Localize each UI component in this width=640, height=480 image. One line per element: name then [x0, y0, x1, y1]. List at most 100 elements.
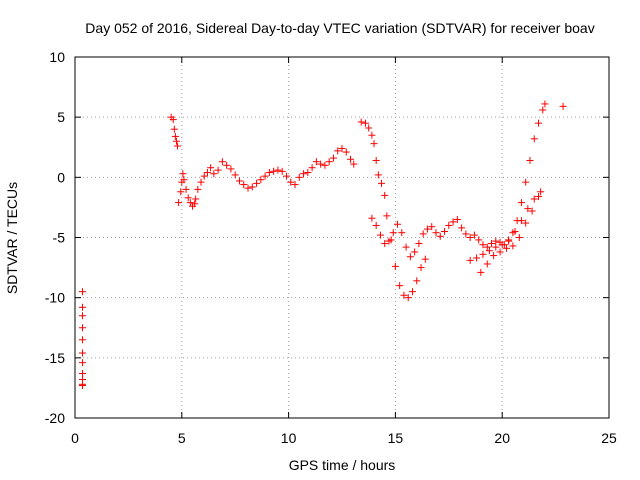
data-point	[253, 179, 261, 187]
data-point	[78, 303, 86, 311]
data-point	[406, 253, 414, 261]
data-point	[244, 184, 252, 192]
data-point	[475, 236, 483, 244]
data-point	[391, 262, 399, 270]
data-points	[78, 100, 567, 390]
x-tick-label: 5	[178, 430, 186, 446]
data-point	[214, 166, 222, 174]
data-point	[186, 199, 194, 207]
data-point	[530, 195, 538, 203]
data-point	[170, 125, 178, 133]
data-point	[539, 106, 547, 114]
data-point	[368, 214, 376, 222]
data-point	[184, 194, 192, 202]
data-point	[541, 100, 549, 108]
data-point	[498, 241, 506, 249]
data-point	[530, 135, 538, 143]
data-point	[372, 221, 380, 229]
data-point	[398, 229, 406, 237]
data-point	[227, 165, 235, 173]
data-point	[511, 227, 519, 235]
x-tick-label: 20	[494, 430, 510, 446]
data-point	[257, 176, 265, 184]
data-point	[473, 254, 481, 262]
y-tick-labels: -20 -15 -10 -5 0 5 10	[45, 49, 65, 426]
data-point	[278, 167, 286, 175]
data-point	[449, 218, 457, 226]
data-point	[535, 119, 543, 127]
x-tick-label: 10	[281, 430, 297, 446]
data-point	[492, 243, 500, 251]
data-point	[361, 119, 369, 127]
data-point	[517, 217, 525, 225]
data-point	[466, 234, 474, 241]
data-point	[357, 118, 365, 126]
data-point	[78, 369, 86, 377]
data-point	[175, 199, 183, 207]
data-point	[261, 172, 269, 180]
data-point	[479, 241, 487, 249]
data-point	[492, 237, 500, 245]
data-point	[169, 116, 177, 124]
data-point	[376, 231, 384, 239]
data-point	[509, 242, 517, 250]
data-point	[413, 277, 421, 285]
data-point	[191, 200, 199, 208]
data-point	[374, 171, 382, 179]
data-point	[385, 237, 393, 245]
y-tick-label: 10	[49, 49, 65, 65]
y-tick-label: -20	[45, 410, 65, 426]
data-point	[78, 288, 86, 296]
data-point	[300, 170, 308, 178]
data-point	[334, 147, 342, 155]
data-point	[308, 164, 316, 172]
data-point	[423, 225, 431, 233]
data-point	[394, 220, 402, 228]
data-point	[368, 131, 376, 139]
data-point	[347, 155, 355, 163]
data-point	[210, 170, 218, 178]
data-point	[78, 336, 86, 344]
data-point	[470, 231, 478, 239]
data-point	[78, 349, 86, 357]
y-tick-label: -15	[45, 350, 65, 366]
data-point	[411, 248, 419, 256]
data-point	[329, 154, 337, 162]
data-point	[408, 288, 416, 296]
data-point	[231, 171, 239, 179]
data-point	[383, 212, 391, 220]
x-tick-label: 25	[601, 430, 617, 446]
data-point	[488, 240, 496, 248]
data-point	[325, 158, 333, 166]
data-point	[537, 188, 545, 196]
data-point	[200, 172, 208, 180]
data-point	[496, 248, 504, 256]
y-tick-label: -5	[53, 230, 66, 246]
data-point	[485, 247, 493, 255]
x-tick-label: 15	[388, 430, 404, 446]
axis-ticks	[74, 56, 610, 419]
data-point	[483, 243, 491, 251]
data-point	[370, 140, 378, 148]
data-point	[174, 142, 182, 150]
data-point	[466, 256, 474, 264]
data-point	[177, 188, 185, 196]
data-point	[396, 282, 404, 290]
data-point	[462, 230, 470, 238]
data-point	[559, 102, 567, 110]
data-point	[270, 167, 278, 175]
data-point	[240, 181, 248, 189]
data-point	[441, 227, 449, 235]
data-point	[171, 132, 179, 140]
data-point	[365, 124, 373, 132]
data-point	[223, 161, 231, 169]
data-point	[378, 179, 386, 187]
x-axis-label: GPS time / hours	[289, 457, 396, 473]
x-tick-label: 0	[71, 430, 79, 446]
data-point	[78, 324, 86, 332]
data-point	[522, 219, 530, 227]
y-tick-label: 5	[57, 109, 65, 125]
data-point	[522, 178, 530, 186]
data-point	[207, 164, 215, 172]
